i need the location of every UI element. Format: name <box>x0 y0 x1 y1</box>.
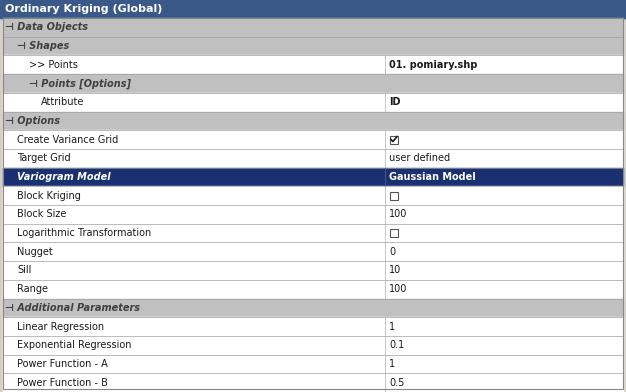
Text: ⊣ Points [Options]: ⊣ Points [Options] <box>29 78 131 89</box>
Bar <box>3 261 623 280</box>
Text: Sill: Sill <box>17 265 31 276</box>
Bar <box>0 0 626 18</box>
Bar <box>3 186 623 205</box>
Text: Block Kriging: Block Kriging <box>17 191 81 201</box>
Bar <box>3 37 623 55</box>
Bar <box>3 280 623 298</box>
Text: 0.1: 0.1 <box>389 340 404 350</box>
Bar <box>3 93 623 111</box>
Text: ⊣ Shapes: ⊣ Shapes <box>17 41 69 51</box>
Bar <box>3 74 623 93</box>
Text: Exponential Regression: Exponential Regression <box>17 340 131 350</box>
Text: Target Grid: Target Grid <box>17 153 71 163</box>
Bar <box>3 298 623 317</box>
Text: ⊣ Additional Parameters: ⊣ Additional Parameters <box>5 303 140 313</box>
Text: Nugget: Nugget <box>17 247 53 257</box>
Text: Gaussian Model: Gaussian Model <box>389 172 476 182</box>
Bar <box>390 192 398 200</box>
Text: 100: 100 <box>389 209 408 220</box>
Bar <box>0 9 626 18</box>
Text: Create Variance Grid: Create Variance Grid <box>17 134 118 145</box>
Text: Block Size: Block Size <box>17 209 66 220</box>
Text: ⊣ Data Objects: ⊣ Data Objects <box>5 22 88 33</box>
Text: Variogram Model: Variogram Model <box>17 172 111 182</box>
Bar <box>390 136 398 143</box>
Text: Power Function - B: Power Function - B <box>17 377 108 388</box>
Bar <box>3 317 623 336</box>
Bar <box>3 355 623 373</box>
Text: >> Points: >> Points <box>29 60 78 70</box>
Text: Ordinary Kriging (Global): Ordinary Kriging (Global) <box>5 4 162 14</box>
Text: Logarithmic Transformation: Logarithmic Transformation <box>17 228 151 238</box>
Bar <box>3 205 623 224</box>
Bar <box>3 18 623 37</box>
Text: ⊣ Options: ⊣ Options <box>5 116 60 126</box>
Text: 01. pomiary.shp: 01. pomiary.shp <box>389 60 478 70</box>
Bar <box>390 229 398 237</box>
Text: 100: 100 <box>389 284 408 294</box>
Text: ID: ID <box>389 97 401 107</box>
Text: 1: 1 <box>389 359 395 369</box>
Bar <box>3 130 623 149</box>
Text: user defined: user defined <box>389 153 450 163</box>
Text: Power Function - A: Power Function - A <box>17 359 108 369</box>
Text: Range: Range <box>17 284 48 294</box>
Bar <box>3 168 623 186</box>
Text: 0.5: 0.5 <box>389 377 404 388</box>
Text: 10: 10 <box>389 265 401 276</box>
Text: 0: 0 <box>389 247 395 257</box>
Bar <box>0 0 626 18</box>
Text: 1: 1 <box>389 321 395 332</box>
Bar <box>3 224 623 242</box>
Bar <box>3 242 623 261</box>
Text: Attribute: Attribute <box>41 97 85 107</box>
Bar <box>3 149 623 168</box>
Bar <box>3 336 623 355</box>
Bar <box>3 373 623 392</box>
Bar <box>3 55 623 74</box>
Bar <box>3 111 623 130</box>
Text: Linear Regression: Linear Regression <box>17 321 104 332</box>
